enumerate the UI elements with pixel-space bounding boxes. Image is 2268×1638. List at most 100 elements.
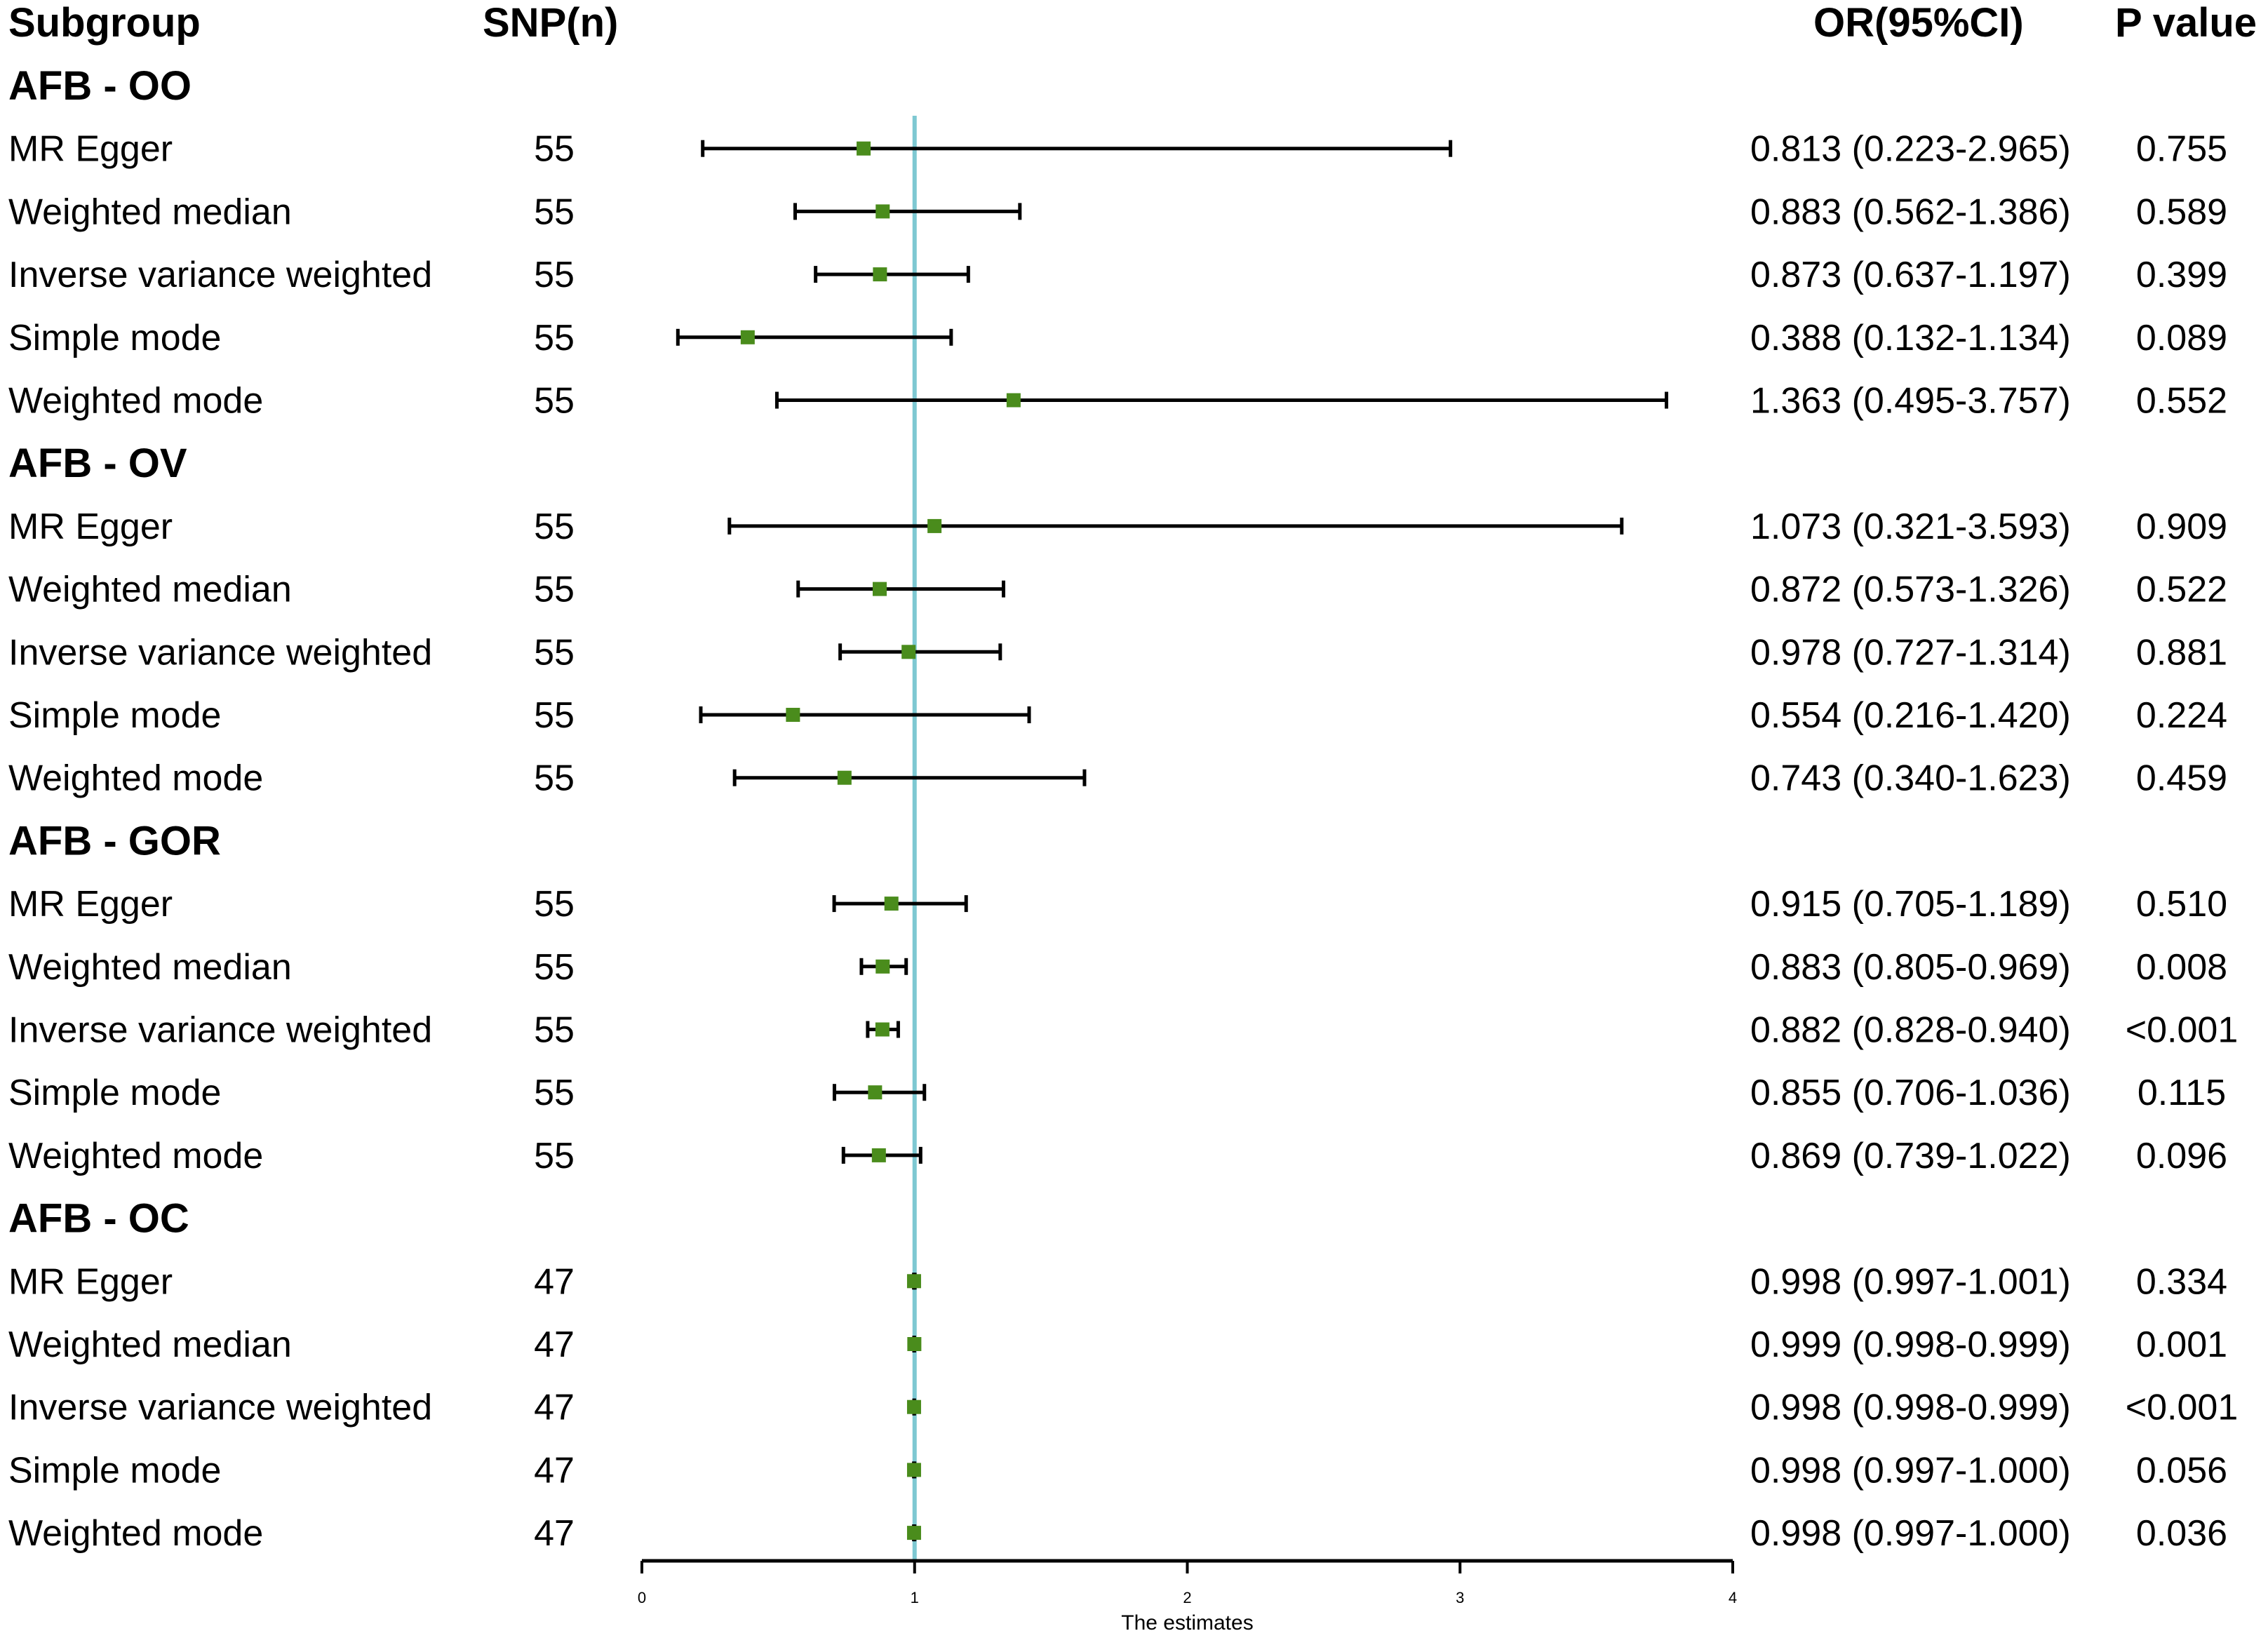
forest-rows: AFB - OO MR Egger 55 0.813 (0.223-2.965) 0.7… (8, 63, 2238, 1554)
snp-count: 55 (534, 506, 575, 547)
point-estimate-marker (906, 1274, 921, 1289)
group-label: AFB - OO (8, 63, 192, 109)
or-ci-text: 0.978 (0.727-1.314) (1750, 632, 2071, 673)
p-value-text: 0.089 (2136, 318, 2227, 358)
point-estimate-marker (884, 897, 899, 911)
method-label: Simple mode (8, 1450, 221, 1491)
point-estimate-marker (927, 518, 942, 533)
column-headers: Subgroup SNP(n) OR(95%CI) P value (8, 0, 2257, 46)
p-value-text: 0.096 (2136, 1136, 2227, 1176)
method-label: Weighted median (8, 1324, 292, 1365)
forest-row: Weighted median 55 0.883 (0.805-0.969) 0.00… (8, 947, 2227, 988)
x-tick-label: 3 (1456, 1589, 1464, 1606)
point-estimate-marker (906, 1399, 921, 1414)
forest-row: Simple mode 55 0.388 (0.132-1.134) 0.089 (8, 318, 2227, 358)
point-estimate-marker (875, 204, 890, 219)
point-estimate-marker (740, 330, 755, 344)
p-value-text: 0.522 (2136, 570, 2227, 610)
forest-row: MR Egger 47 0.998 (0.997-1.001) 0.334 (8, 1261, 2227, 1302)
p-value-text: 0.909 (2136, 506, 2227, 547)
snp-count: 47 (534, 1324, 575, 1365)
header-p-value: P value (2115, 0, 2257, 46)
or-ci-text: 0.883 (0.805-0.969) (1750, 947, 2071, 988)
p-value-text: 0.510 (2136, 884, 2227, 925)
method-label: Weighted mode (8, 381, 263, 422)
x-axis: 0 1 2 3 4 (638, 1559, 1737, 1606)
point-estimate-marker (871, 1148, 886, 1162)
p-value-text: <0.001 (2126, 1010, 2239, 1051)
x-tick-label: 4 (1729, 1589, 1737, 1606)
method-label: Weighted median (8, 192, 292, 232)
method-label: Inverse variance weighted (8, 1010, 432, 1051)
x-tick-label: 2 (1183, 1589, 1191, 1606)
snp-count: 55 (534, 381, 575, 422)
snp-count: 55 (534, 758, 575, 799)
point-estimate-marker (837, 770, 852, 785)
or-ci-text: 1.363 (0.495-3.757) (1750, 381, 2071, 422)
or-ci-text: 0.882 (0.828-0.940) (1750, 1010, 2071, 1051)
snp-count: 47 (534, 1513, 575, 1554)
method-label: Weighted median (8, 570, 292, 610)
method-label: MR Egger (8, 506, 173, 547)
forest-row: Inverse variance weighted 55 0.882 (0.828-… (8, 1010, 2238, 1051)
method-label: Inverse variance weighted (8, 632, 432, 673)
snp-count: 55 (534, 947, 575, 988)
snp-count: 55 (534, 318, 575, 358)
p-value-text: 0.755 (2136, 129, 2227, 170)
or-ci-text: 0.998 (0.998-0.999) (1750, 1388, 2071, 1428)
p-value-text: 0.115 (2138, 1073, 2226, 1113)
point-estimate-marker (872, 582, 887, 596)
or-ci-text: 0.813 (0.223-2.965) (1750, 129, 2071, 170)
point-estimate-marker (786, 708, 800, 722)
group-label: AFB - OV (8, 441, 187, 486)
forest-row: MR Egger 55 0.813 (0.223-2.965) 0.755 (8, 129, 2227, 170)
p-value-text: 0.552 (2136, 381, 2227, 422)
point-estimate-marker (875, 1022, 890, 1037)
snp-count: 55 (534, 255, 575, 295)
point-estimate-marker (857, 141, 871, 156)
snp-count: 55 (534, 1010, 575, 1051)
forest-row: Simple mode 47 0.998 (0.997-1.000) 0.056 (8, 1450, 2227, 1491)
method-label: Simple mode (8, 1073, 221, 1113)
or-ci-text: 0.999 (0.998-0.999) (1750, 1324, 2071, 1365)
snp-count: 47 (534, 1261, 575, 1302)
method-label: MR Egger (8, 1261, 173, 1302)
forest-row: Weighted median 55 0.883 (0.562-1.386) 0.58… (8, 192, 2227, 232)
method-label: Inverse variance weighted (8, 255, 432, 295)
point-estimate-marker (906, 1526, 921, 1540)
forest-row: Weighted mode 55 0.869 (0.739-1.022) 0.096 (8, 1136, 2227, 1176)
snp-count: 47 (534, 1388, 575, 1428)
or-ci-text: 0.554 (0.216-1.420) (1750, 695, 2071, 736)
forest-row: Inverse variance weighted 47 0.998 (0.998-… (8, 1388, 2238, 1428)
or-ci-text: 0.998 (0.997-1.000) (1750, 1450, 2071, 1491)
forest-row: Simple mode 55 0.855 (0.706-1.036) 0.115 (8, 1073, 2226, 1113)
point-estimate-marker (1006, 393, 1021, 408)
or-ci-text: 1.073 (0.321-3.593) (1750, 506, 2071, 547)
header-subgroup: Subgroup (8, 0, 201, 46)
header-snp: SNP(n) (483, 0, 618, 46)
or-ci-text: 0.998 (0.997-1.001) (1750, 1261, 2071, 1302)
forest-row: Inverse variance weighted 55 0.873 (0.637-… (8, 255, 2227, 295)
method-label: Weighted mode (8, 1136, 263, 1176)
forest-row: Weighted median 55 0.872 (0.573-1.326) 0.52… (8, 570, 2227, 610)
p-value-text: 0.399 (2136, 255, 2227, 295)
forest-row: Weighted mode 55 1.363 (0.495-3.757) 0.552 (8, 381, 2227, 422)
forest-row: Weighted mode 55 0.743 (0.340-1.623) 0.459 (8, 758, 2227, 799)
snp-count: 47 (534, 1450, 575, 1491)
method-label: Weighted median (8, 947, 292, 988)
snp-count: 55 (534, 1136, 575, 1176)
or-ci-text: 0.883 (0.562-1.386) (1750, 192, 2071, 232)
x-axis-label: The estimates (1121, 1611, 1253, 1634)
snp-count: 55 (534, 632, 575, 673)
p-value-text: 0.334 (2136, 1261, 2227, 1302)
header-or-ci: OR(95%CI) (1813, 0, 2024, 46)
x-tick-label: 0 (638, 1589, 646, 1606)
p-value-text: 0.001 (2136, 1324, 2227, 1365)
group-label: AFB - GOR (8, 818, 221, 864)
or-ci-text: 0.998 (0.997-1.000) (1750, 1513, 2071, 1554)
method-label: Inverse variance weighted (8, 1388, 432, 1428)
forest-row: Inverse variance weighted 55 0.978 (0.727-… (8, 632, 2227, 673)
point-estimate-marker (873, 267, 887, 282)
method-label: Simple mode (8, 695, 221, 736)
